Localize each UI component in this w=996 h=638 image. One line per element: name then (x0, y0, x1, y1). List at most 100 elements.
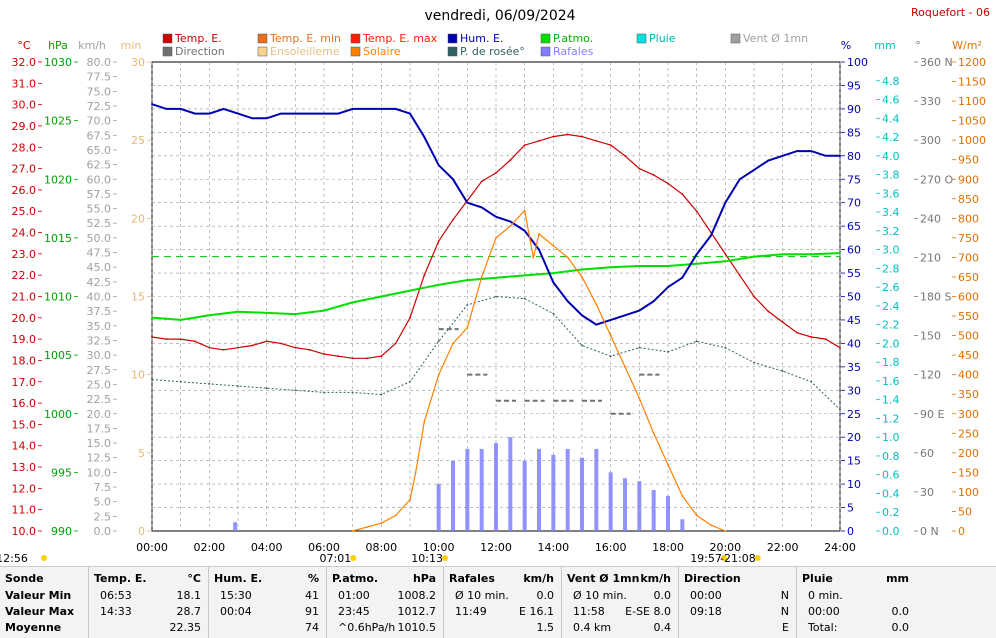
point-temp-e (824, 338, 827, 341)
sun-axis-unit: min (121, 39, 142, 52)
point-hum-e (824, 154, 827, 157)
table-col-5: Direction 00:00 N 09:18 N E (678, 567, 797, 638)
point-p-de-ros-e (495, 295, 497, 298)
rafales-bar (680, 519, 685, 531)
point-p-de-ros-e (667, 351, 669, 353)
legend-swatch (257, 33, 268, 44)
table-cell-row: 11:58 E-SE 8.0 (567, 605, 671, 621)
table-cell-row: E (684, 621, 789, 637)
point-temp-e (409, 316, 411, 319)
solar-axis-tick: 950 (958, 154, 979, 167)
solar-axis-tick: 800 (958, 212, 979, 225)
col-unit: mm (886, 572, 909, 585)
temp-axis-unit: °C (17, 39, 31, 52)
point-hum-e (552, 281, 555, 284)
rafales-bar (537, 448, 541, 531)
sun-axis-tick: 25 (131, 134, 145, 147)
pressure-axis-tick: 1030 (44, 56, 72, 69)
col-header: Direction (684, 572, 789, 585)
wind-axis-tick: 52.5 (87, 217, 112, 230)
point-temp-e (638, 167, 641, 170)
point-temp-e (179, 338, 182, 341)
point-temp-e (796, 331, 798, 334)
table-col-0: Temp. E. °C 06:53 18.1 14:33 28.7 22.35 (88, 567, 209, 638)
point-hum-e (437, 164, 440, 167)
rain-axis-tick: 0.6 (882, 469, 900, 482)
point-hum-e (208, 112, 211, 115)
direction-axis-tick: 270 O (920, 173, 953, 186)
wind-axis-tick: 62.5 (87, 159, 112, 172)
pressure-axis-tick: 995 (51, 466, 72, 479)
rafales-bar (451, 460, 455, 531)
point-p-atmo (724, 260, 727, 263)
humidity-axis-tick: 35 (847, 361, 861, 374)
table-cell-row: 0.4 km 0.4 (567, 621, 671, 637)
table-cell-row: 11:49 E 16.1 (449, 605, 554, 621)
point-solaire (724, 530, 727, 532)
solar-axis-tick: 100 (958, 486, 979, 499)
pressure-axis-tick: 1025 (44, 115, 72, 128)
chart-marks (151, 103, 841, 532)
wind-axis-tick: 72.5 (87, 100, 112, 113)
cell-time: 11:58 (573, 605, 605, 618)
humidity-axis-tick: 30 (847, 384, 861, 397)
rain-axis-tick: 4.8 (882, 75, 900, 88)
direction-axis-unit: ° (915, 39, 921, 52)
point-p-atmo (609, 266, 612, 269)
wind-axis-tick: 15.0 (87, 437, 112, 450)
temp-axis-tick: 20.0 (12, 312, 37, 325)
cell-time: 06:53 (100, 589, 132, 602)
direction-axis-tick: 90 E (920, 408, 944, 421)
cell-value: 1012.7 (397, 605, 437, 618)
row-label-moyenne: Moyenne (5, 621, 62, 634)
legend-label: Solaire (363, 45, 401, 58)
cell-value: 91 (305, 605, 319, 618)
cell-time: 09:18 (690, 605, 722, 618)
point-solaire (532, 256, 535, 259)
legend: Temp. E. Temp. E. min Temp. E. max Hum. E. P… (162, 32, 808, 58)
rain-axis-tick: 1.0 (882, 431, 900, 444)
legend-label: Temp. E. min (269, 32, 341, 45)
rain-axis-tick: 4.6 (882, 94, 900, 107)
point-temp-e (165, 338, 168, 341)
point-hum-e (781, 154, 784, 157)
point-p-atmo (495, 276, 497, 279)
cell-value: N (780, 589, 789, 602)
legend-label: Vent Ø 1mn (743, 32, 808, 45)
temp-axis-tick: 22.0 (12, 269, 37, 282)
point-temp-e (839, 346, 841, 349)
table-col-2: P.atmo. hPa 01:00 1008.2 23:45 1012.7 ^0.6hPa/… (326, 567, 444, 638)
col-header: Vent Ø 1mn km/h (567, 572, 671, 585)
cell-value: E 16.1 (519, 605, 554, 618)
point-temp-e (366, 357, 368, 360)
point-solaire (351, 530, 354, 532)
rain-axis-tick: 3.2 (882, 225, 900, 238)
x-tick: 16:00 (595, 541, 627, 554)
point-temp-e (738, 274, 741, 277)
point-solaire (624, 365, 626, 368)
point-hum-e (151, 103, 153, 106)
temp-axis-tick: 19.0 (12, 333, 37, 346)
col-title: Rafales (449, 572, 495, 585)
humidity-axis-tick: 50 (847, 291, 861, 304)
point-p-atmo (667, 265, 669, 267)
point-p-de-ros-e (437, 340, 440, 343)
sun-marker-dot (720, 555, 727, 561)
station-name: Roquefort - 06 (911, 6, 990, 19)
x-tick: 12:00 (480, 541, 512, 554)
rain-axis-tick: 0.0 (882, 525, 900, 538)
point-hum-e (495, 215, 497, 218)
point-p-de-ros-e (351, 391, 354, 394)
col-unit: km/h (640, 572, 671, 585)
wind-axis-tick: 35.0 (87, 320, 112, 333)
direction-axis-tick: 120 (920, 369, 941, 382)
x-tick: 14:00 (537, 541, 569, 554)
wind-axis-tick: 10.0 (87, 466, 112, 479)
solar-axis-tick: 1000 (958, 134, 986, 147)
point-hum-e (724, 201, 727, 204)
rain-axis-tick: 4.4 (882, 112, 900, 125)
pressure-axis-tick: 1020 (44, 173, 72, 186)
table-col-3: Rafales km/h Ø 10 min. 0.0 11:49 E 16.1 1.5 (443, 567, 562, 638)
point-hum-e (652, 300, 655, 303)
point-hum-e (595, 323, 598, 326)
